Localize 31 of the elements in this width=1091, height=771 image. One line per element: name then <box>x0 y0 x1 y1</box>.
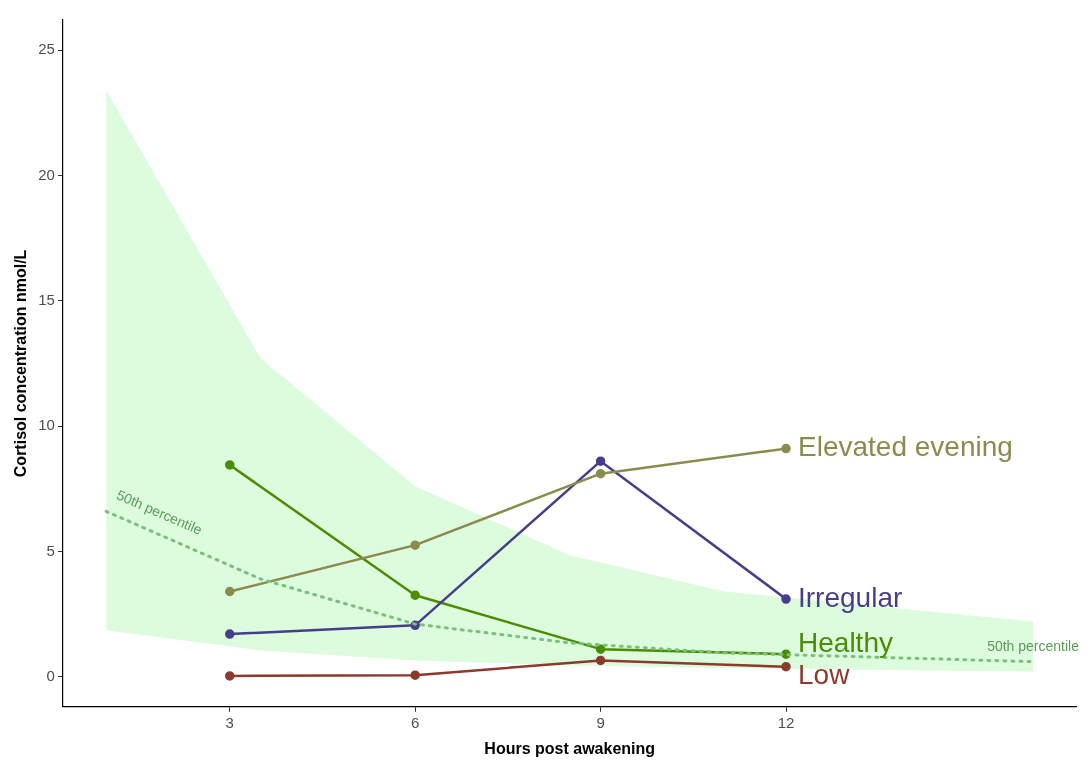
point <box>781 443 791 454</box>
point <box>410 590 420 601</box>
point <box>225 629 235 639</box>
y-tick-label: 10 <box>38 416 55 434</box>
text: 50th percentile <box>987 637 1079 654</box>
point <box>225 586 235 597</box>
point <box>595 468 606 479</box>
point <box>410 670 420 680</box>
y-axis-title: Cortisol concentration nmol/L <box>12 249 30 478</box>
series-label: Low <box>798 659 851 691</box>
point <box>781 594 791 604</box>
x-axis-title: Hours post awakening <box>484 739 656 757</box>
series-label: Healthy <box>798 627 893 659</box>
point <box>595 456 606 466</box>
y-tick-label: 0 <box>46 666 55 684</box>
point <box>595 644 606 654</box>
x-tick-label: 6 <box>411 713 420 731</box>
point <box>410 540 420 550</box>
y-tick-label: 20 <box>38 165 55 183</box>
y-tick-label: 15 <box>38 290 55 308</box>
series-label: Elevated evening <box>798 431 1013 463</box>
y-tick-label: 5 <box>46 541 55 559</box>
point <box>225 671 235 681</box>
point <box>225 460 235 470</box>
series-label: Irregular <box>798 581 903 613</box>
x-tick-label: 12 <box>777 713 795 731</box>
y-tick-label: 25 <box>38 40 55 58</box>
point <box>595 655 606 666</box>
x-tick-label: 9 <box>596 713 605 731</box>
point <box>781 661 791 672</box>
x-tick-label: 3 <box>225 713 234 731</box>
